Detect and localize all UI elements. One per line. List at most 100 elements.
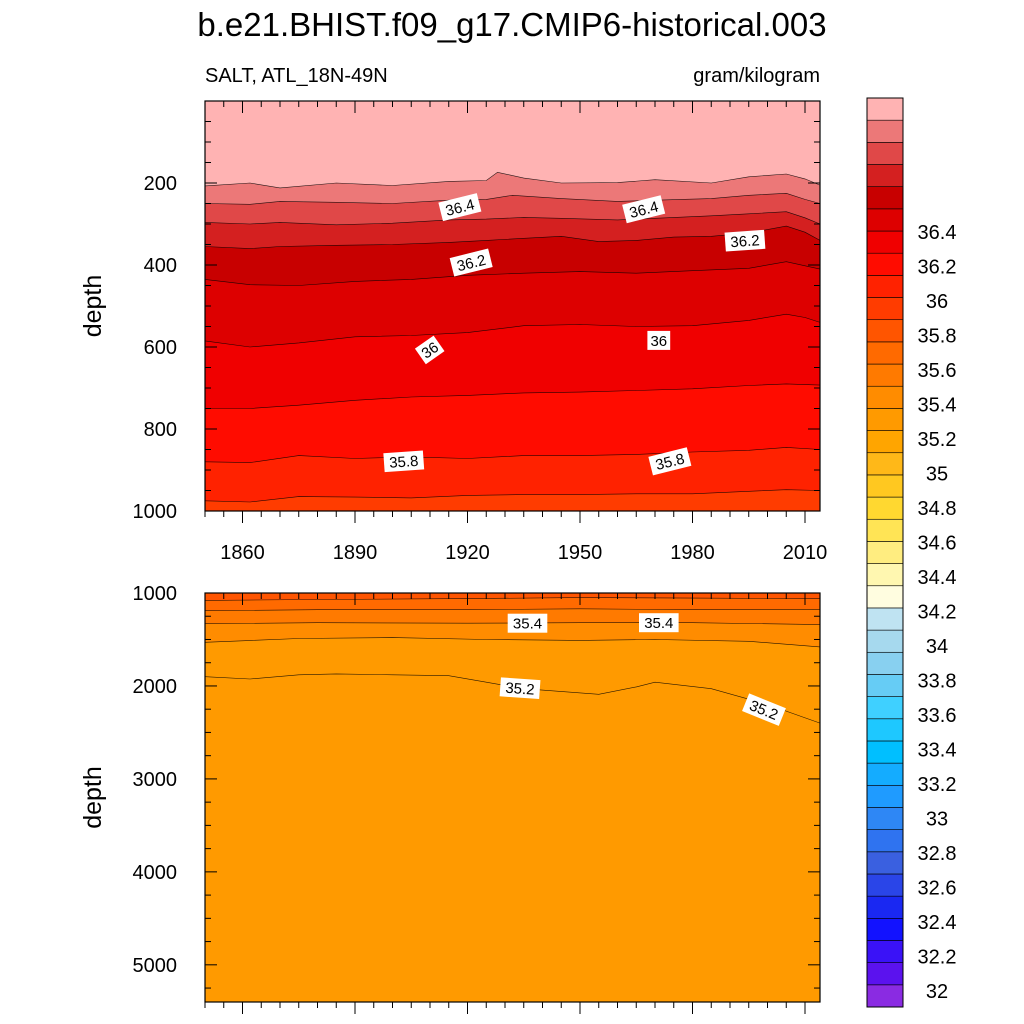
contour-line-36.6 <box>204 171 821 189</box>
contour-line-35.8 <box>204 447 821 463</box>
contour-line-35.45 <box>204 608 821 611</box>
colorbar-swatch <box>866 762 904 786</box>
y-tick-label: 1000 <box>133 583 178 605</box>
colorbar-swatch <box>866 541 904 564</box>
colorbar-swatch <box>866 607 904 631</box>
contour-label-box <box>647 330 671 350</box>
colorbar-label: 35 <box>926 464 948 486</box>
colorbar-swatch <box>866 496 904 520</box>
y-tick-label: 2000 <box>133 676 178 698</box>
x-tick-label: 1980 <box>670 542 715 564</box>
colorbar-swatch <box>866 807 904 830</box>
colorbar-swatch <box>866 740 904 764</box>
contour-label: 36.4 <box>622 195 666 224</box>
colorbar-swatch <box>866 186 904 210</box>
y-tick-label: 4000 <box>133 862 178 884</box>
contour-label-box <box>499 677 541 700</box>
y-tick-label: 800 <box>144 419 177 441</box>
variable-label: SALT, ATL_18N-49N <box>205 65 388 87</box>
colorbar-swatch <box>866 408 904 431</box>
y-tick-label: 400 <box>144 255 177 277</box>
colorbar-label: 35.2 <box>918 429 957 451</box>
colorbar-swatch <box>866 452 904 476</box>
contour-band-35.7 <box>205 489 820 511</box>
colorbar-label: 36 <box>926 291 948 313</box>
colorbar-swatch <box>866 629 904 653</box>
colorbar-swatch <box>866 363 904 387</box>
contour-line-35.3 <box>204 637 821 648</box>
colorbar-swatch <box>866 873 904 897</box>
contour-label-text: 36.4 <box>444 196 476 220</box>
colorbar-swatch <box>866 119 904 143</box>
colorbar-label: 33.6 <box>918 705 957 727</box>
colorbar-swatch <box>866 230 904 254</box>
contour-line-35.7 <box>204 489 821 503</box>
colorbar-swatch <box>866 696 904 720</box>
contour-band-35.2 <box>205 673 820 1002</box>
colorbar-swatch <box>866 385 904 409</box>
colorbar-label: 36.4 <box>918 222 957 244</box>
contour-label-text: 36.2 <box>455 252 487 276</box>
colorbar-label: 33 <box>926 809 948 831</box>
chart-title: b.e21.BHIST.f09_g17.CMIP6-historical.003 <box>197 6 826 43</box>
colorbar-label: 33.2 <box>918 774 957 796</box>
y-tick-label: 5000 <box>133 955 178 977</box>
colorbar-label: 33.8 <box>918 671 957 693</box>
contour-label: 36.2 <box>449 248 493 277</box>
colorbar-swatch <box>866 918 904 941</box>
contour-line-36.4 <box>204 211 821 226</box>
contour-label-box <box>742 693 786 726</box>
y-tick-label: 3000 <box>133 769 178 791</box>
contour-label-box <box>724 229 766 252</box>
colorbar-swatch <box>866 674 904 697</box>
contour-label-text: 35.4 <box>644 615 673 632</box>
contour-label-text: 36 <box>419 339 442 362</box>
colorbar-label: 36.2 <box>918 257 957 279</box>
y-tick-label: 1000 <box>133 501 178 523</box>
colorbar-swatch <box>866 984 904 1008</box>
colorbar-swatch <box>866 474 904 498</box>
plot-frame <box>204 592 821 1003</box>
contour-line-36 <box>204 313 821 348</box>
colorbar-label: 35.8 <box>918 326 957 348</box>
colorbar-label: 32.4 <box>918 912 957 934</box>
colorbar-swatch <box>866 164 904 187</box>
colorbar-swatch <box>866 651 904 675</box>
contour-label: 35.4 <box>639 613 679 633</box>
x-tick-label: 1890 <box>333 542 378 564</box>
contour-label-box <box>639 613 679 633</box>
colorbar-swatch <box>866 341 904 365</box>
contour-label-box <box>622 195 666 224</box>
colorbar-label: 32.6 <box>918 878 957 900</box>
contour-label-box <box>648 447 692 476</box>
colorbar-swatch <box>866 563 904 587</box>
colorbar-swatch <box>866 585 904 609</box>
contour-label-box <box>438 193 482 222</box>
y-tick-label: 600 <box>144 337 177 359</box>
contour-label-box <box>414 335 445 365</box>
y-tick-label: 200 <box>144 173 177 195</box>
contour-label-box <box>383 450 425 473</box>
colorbar: 32 32.2 32.4 32.6 32.8 33 33.2 33.4 33.6 33.8 34 34… <box>866 97 957 1008</box>
colorbar-swatch <box>866 275 904 298</box>
colorbar-label: 33.4 <box>918 740 957 762</box>
colorbar-swatch <box>866 784 904 808</box>
colorbar-label: 34.2 <box>918 602 957 624</box>
colorbar-swatch <box>866 718 904 742</box>
x-tick-label: 2010 <box>783 542 828 564</box>
colorbar-swatch <box>866 940 904 963</box>
contour-label: 35.8 <box>648 447 692 476</box>
colorbar-label: 32 <box>926 981 948 1003</box>
contour-line-36.5 <box>204 192 821 205</box>
colorbar-swatch <box>866 97 904 121</box>
contour-label: 36 <box>414 335 445 365</box>
colorbar-label: 34.6 <box>918 533 957 555</box>
colorbar-swatch <box>866 518 904 542</box>
colorbar-label: 34.8 <box>918 498 957 520</box>
contour-label: 36.4 <box>438 193 482 222</box>
colorbar-swatch <box>866 297 904 321</box>
contour-label-text: 35.8 <box>654 451 686 475</box>
colorbar-label: 34 <box>926 636 948 658</box>
colorbar-label: 32.8 <box>918 843 957 865</box>
